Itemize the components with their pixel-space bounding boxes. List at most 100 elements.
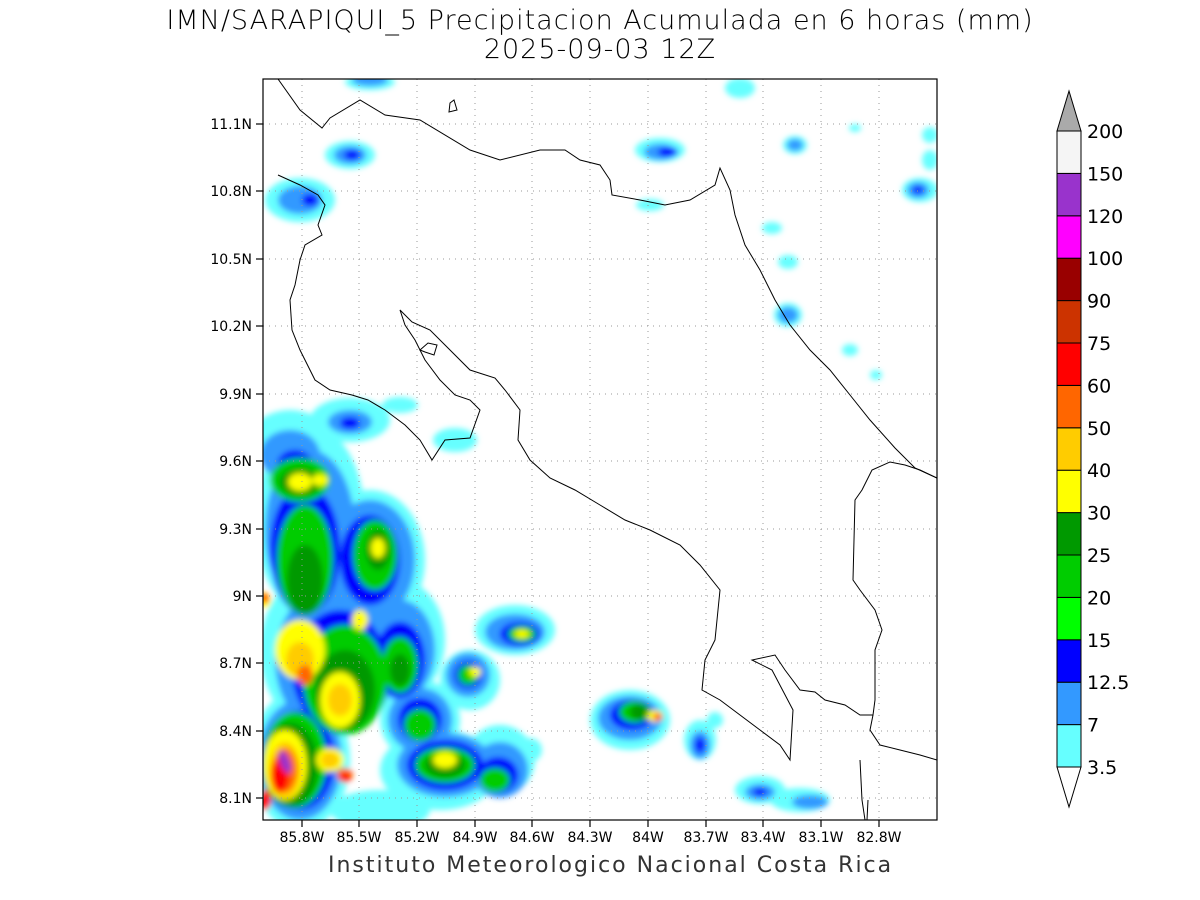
rain-cell — [653, 713, 663, 721]
rain-cell — [352, 79, 388, 86]
colorbar-swatch — [1056, 300, 1082, 344]
lon-tick-label: 84.6W — [509, 830, 554, 846]
footer-text: Instituto Meteorologico Nacional Costa R… — [328, 853, 894, 878]
colorbar-swatch — [1056, 724, 1082, 768]
lat-tick-label: 10.8N — [210, 184, 252, 200]
lat-tick-label: 9.6N — [219, 454, 252, 470]
colorbar-level-label: 7 — [1087, 715, 1099, 737]
rain-cell — [778, 307, 798, 323]
lon-tick-label: 85.2W — [394, 830, 439, 846]
rain-cell — [636, 199, 664, 211]
colorbar-level-label: 30 — [1087, 503, 1111, 525]
colorbar-swatch — [1056, 215, 1082, 259]
rain-cell — [390, 654, 410, 686]
rain-cell — [762, 222, 782, 234]
rain-cell — [433, 752, 457, 768]
rain-cell — [328, 684, 352, 716]
colorbar-swatch — [1056, 427, 1082, 471]
lat-tick-label: 9N — [233, 589, 252, 605]
rain-cell — [287, 545, 323, 615]
lon-tick-label: 83.7W — [683, 830, 728, 846]
rain-cell — [312, 474, 328, 486]
lon-tick-label: 85.8W — [279, 830, 324, 846]
colorbar-level-label: 150 — [1087, 163, 1123, 185]
colorbar-swatch — [1056, 130, 1082, 174]
rain-cell — [382, 397, 418, 413]
lat-tick-label: 10.5N — [210, 252, 252, 268]
colorbar-level-label: 60 — [1087, 375, 1111, 397]
precipitation-field — [263, 79, 937, 820]
rain-cell — [297, 665, 313, 685]
rain-cell — [922, 150, 937, 170]
colorbar-level-label: 12.5 — [1087, 672, 1129, 694]
colorbar-swatch — [1056, 257, 1082, 302]
colorbar-swatch — [1056, 512, 1082, 556]
rain-cell — [707, 712, 723, 728]
rain-cell — [404, 709, 436, 741]
colorbar-swatch — [1056, 342, 1082, 386]
rain-cell — [344, 150, 360, 160]
map-subtitle-datetime: 2025-09-03 12Z — [483, 34, 717, 65]
rain-cell — [340, 773, 350, 783]
colorbar-level-label: 25 — [1087, 545, 1111, 567]
lon-tick-label: 83.1W — [798, 830, 843, 846]
coastline — [277, 79, 937, 820]
rain-cell — [725, 79, 755, 98]
rain-cell — [433, 428, 477, 452]
rain-cell — [630, 704, 650, 720]
lat-tick-label: 8.1N — [219, 791, 252, 807]
colorbar-level-label: 200 — [1087, 121, 1123, 143]
colorbar-level-label: 100 — [1087, 248, 1123, 270]
rain-cell — [340, 417, 360, 429]
rain-cell — [288, 473, 312, 491]
colorbar-swatch — [1056, 639, 1082, 683]
colorbar-max-triangle — [1056, 89, 1082, 132]
lat-tick-label: 8.4N — [219, 724, 252, 740]
rain-cell — [352, 610, 368, 630]
rain-cell — [263, 593, 269, 603]
rain-cell — [792, 795, 828, 809]
colorbar-level-label: 90 — [1087, 291, 1111, 313]
rain-cell — [371, 538, 385, 558]
colorbar-min-triangle — [1056, 766, 1082, 809]
colorbar-level-label: 3.5 — [1087, 757, 1117, 779]
rain-cell — [469, 667, 481, 677]
rain-cell — [658, 147, 678, 157]
rain-cell — [330, 790, 430, 820]
lon-tick-label: 84W — [632, 830, 664, 846]
colorbar-swatch — [1056, 172, 1082, 217]
colorbar-level-label: 40 — [1087, 460, 1111, 482]
rain-cell — [321, 752, 339, 768]
lat-tick-label: 10.2N — [210, 319, 252, 335]
colorbar-swatch — [1056, 596, 1082, 641]
rain-cell — [778, 255, 798, 269]
lat-tick-label: 11.1N — [210, 117, 252, 133]
rain-cell — [753, 788, 767, 796]
colorbar-legend: 3.5 7 12.5 15 20 25 30 40 50 60 75 90 100 120 150 200 — [1056, 89, 1129, 809]
rain-cell — [849, 124, 861, 132]
lat-tick-label: 9.3N — [219, 522, 252, 538]
colorbar-swatch — [1056, 469, 1082, 514]
colorbar-level-label: 75 — [1087, 333, 1111, 355]
lon-tick-label: 85.5W — [336, 830, 381, 846]
colorbar-level-label: 20 — [1087, 587, 1111, 609]
rain-cell — [263, 790, 271, 810]
rain-cell — [695, 737, 705, 753]
rain-cell — [870, 370, 882, 380]
latitude-axis: 11.1N 10.8N 10.5N 10.2N 9.9N 9.6N 9.3N 9N 8.7N 8.… — [210, 117, 263, 807]
rain-cell — [842, 344, 858, 356]
lon-tick-label: 84.3W — [567, 830, 612, 846]
colorbar-level-label: 120 — [1087, 206, 1123, 228]
colorbar-swatch — [1056, 681, 1082, 726]
colorbar-level-label: 50 — [1087, 418, 1111, 440]
rain-cell — [922, 127, 937, 143]
rain-cell — [302, 194, 318, 206]
colorbar-swatch — [1056, 384, 1082, 429]
plot-frame — [262, 78, 938, 821]
longitude-axis: 85.8W 85.5W 85.2W 84.9W 84.6W 84.3W 84W 83.7W 83… — [279, 820, 902, 846]
lon-tick-label: 84.9W — [452, 830, 497, 846]
lat-tick-label: 9.9N — [219, 387, 252, 403]
rain-cell — [278, 750, 292, 774]
lat-tick-label: 8.7N — [219, 656, 252, 672]
